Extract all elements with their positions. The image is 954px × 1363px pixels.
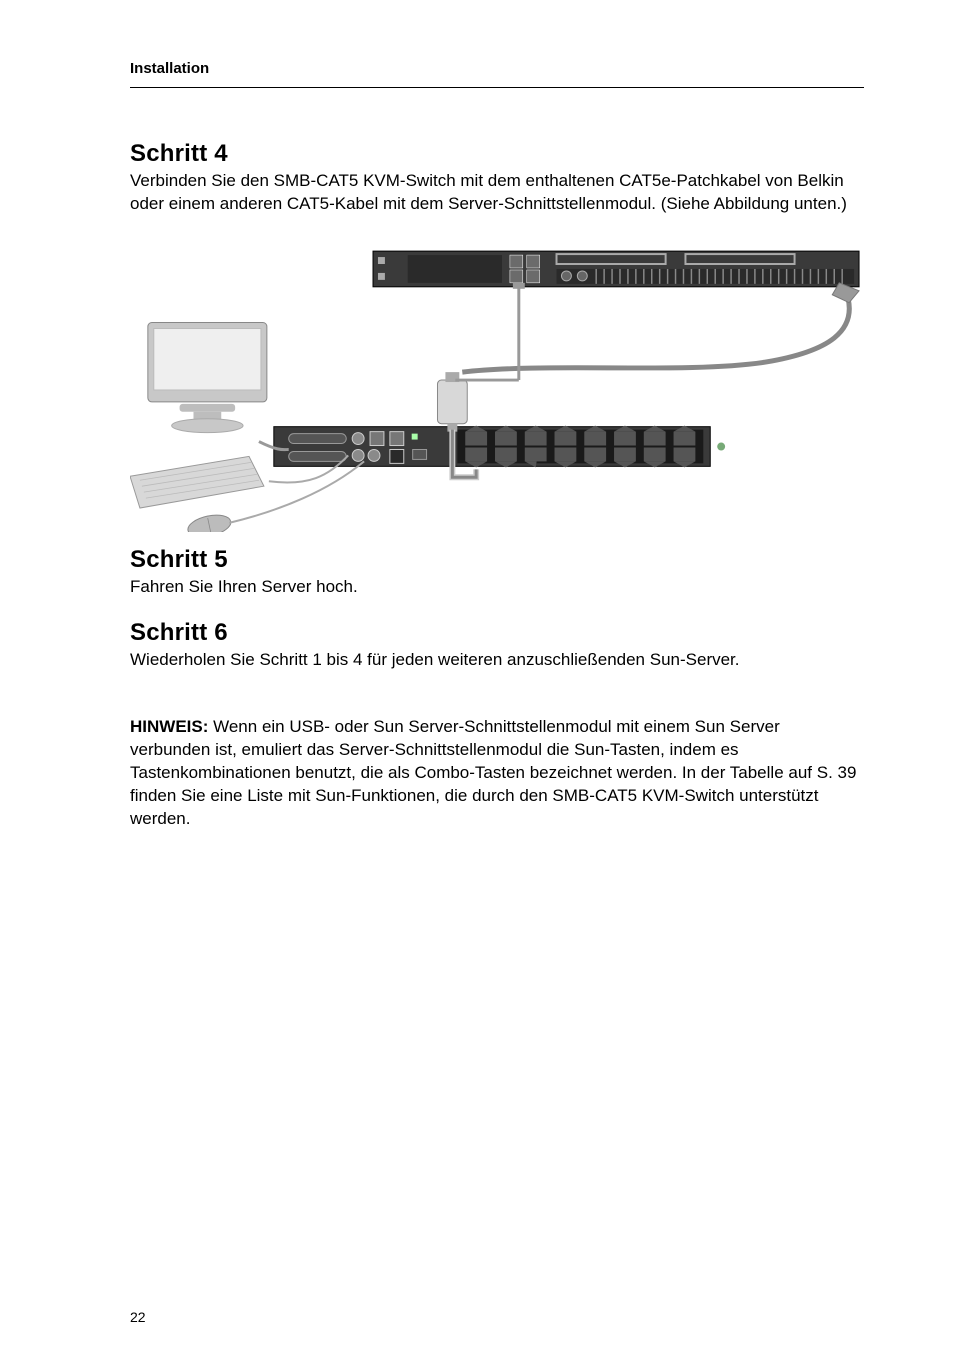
note-paragraph: HINWEIS: Wenn ein USB- oder Sun Server-S… xyxy=(130,716,864,831)
step5-body: Fahren Sie Ihren Server hoch. xyxy=(130,576,864,599)
step6-title: Schritt 6 xyxy=(130,619,864,647)
step4-title: Schritt 4 xyxy=(130,140,864,168)
step5-title: Schritt 5 xyxy=(130,546,864,574)
section-header: Installation xyxy=(130,60,864,88)
step4-body: Verbinden Sie den SMB-CAT5 KVM-Switch mi… xyxy=(130,170,864,216)
note-label: HINWEIS: xyxy=(130,717,208,736)
connection-diagram xyxy=(130,242,864,532)
page-number: 22 xyxy=(130,1309,146,1325)
note-body: Wenn ein USB- oder Sun Server-Schnittste… xyxy=(130,717,856,828)
step6-body: Wiederholen Sie Schritt 1 bis 4 für jede… xyxy=(130,649,864,672)
